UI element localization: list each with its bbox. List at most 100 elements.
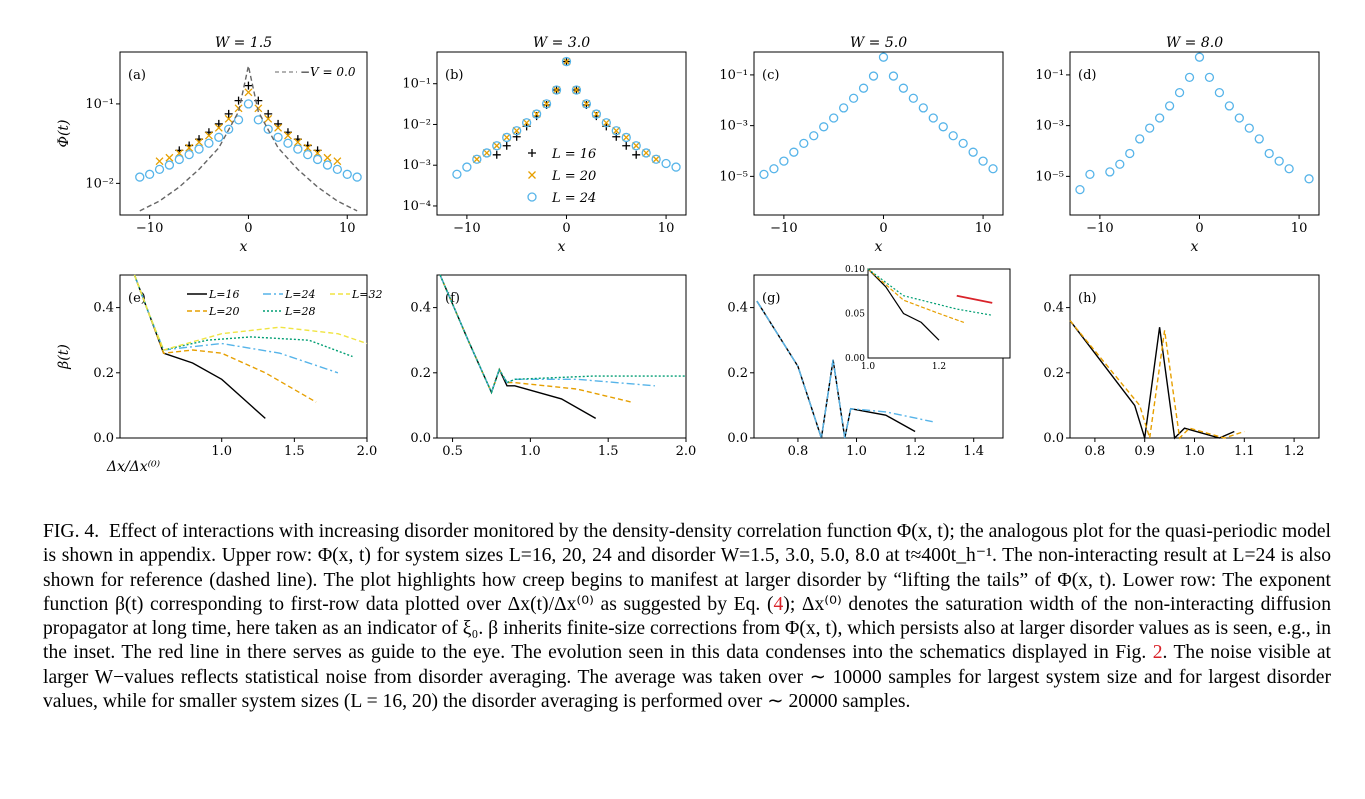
- data-point-L=20: [542, 99, 551, 108]
- data-point-L=24: [312, 154, 323, 165]
- data-point-L=24: [898, 83, 909, 93]
- legend-bottom-label: L=16: [208, 288, 240, 301]
- data-point-L=24: [829, 113, 839, 123]
- data-point-L=24: [521, 118, 532, 128]
- data-point-L=20: [552, 86, 561, 94]
- axes-frame: [119, 51, 368, 216]
- data-point-L=16: [224, 109, 233, 118]
- data-point-L=24: [641, 148, 651, 158]
- series-line-L28: [439, 274, 686, 395]
- data-point-L=24: [561, 56, 572, 67]
- y-tick-label: 10⁻¹: [402, 77, 431, 92]
- data-point-L=24: [204, 138, 214, 148]
- y-tick-label: 0.0: [727, 431, 748, 446]
- data-point-L=24: [868, 71, 879, 81]
- data-point-L=24: [452, 169, 462, 179]
- data-point-L=24: [1184, 72, 1195, 83]
- data-point-L=20: [482, 148, 491, 157]
- data-point-L=24: [918, 103, 928, 113]
- legend-bottom-label: L=20: [208, 305, 240, 318]
- data-point-L=20: [323, 153, 332, 162]
- data-point-L=24: [928, 113, 938, 123]
- y-tick-label: 10⁻¹: [85, 97, 114, 112]
- y-tick-label: 0.4: [93, 301, 114, 316]
- data-point-L=24: [174, 154, 184, 165]
- legend-label: L = 16: [551, 147, 596, 162]
- data-point-L=24: [958, 138, 968, 149]
- legend-marker: [527, 192, 537, 202]
- figure-reference-link[interactable]: 2: [1152, 642, 1163, 664]
- panel-label: (c): [762, 68, 779, 83]
- y-tick-label: 10⁻²: [85, 176, 114, 191]
- data-point-L=24: [1075, 184, 1085, 195]
- y-tick-label: 0.0: [1043, 431, 1064, 446]
- x-tick-label: 1.4: [963, 444, 984, 459]
- data-point-L=24: [631, 141, 641, 151]
- data-point-L=24: [184, 149, 194, 160]
- series-line-L16: [1069, 320, 1235, 440]
- axes-frame: [1069, 274, 1320, 439]
- data-point-L=24: [601, 118, 611, 128]
- y-tick-label: 10⁻⁴: [402, 199, 431, 214]
- data-point-L=20: [234, 104, 243, 113]
- data-point-L=24: [293, 144, 303, 154]
- data-point-L=24: [144, 169, 155, 179]
- data-point-L=24: [332, 164, 343, 175]
- data-point-L=20: [612, 126, 621, 135]
- y-tick-label: 10⁻³: [719, 119, 748, 134]
- data-point-L=24: [908, 93, 919, 103]
- x-tick-label: 1.2: [905, 444, 926, 459]
- panel-label: (g): [762, 291, 780, 306]
- data-point-L=24: [819, 122, 829, 132]
- data-point-L=24: [1105, 167, 1115, 177]
- axes-frame: [436, 51, 687, 216]
- data-point-L=24: [472, 154, 482, 164]
- data-point-L=20: [632, 141, 641, 150]
- data-point-L=24: [342, 169, 352, 179]
- data-point-L=24: [1204, 72, 1215, 83]
- equation-reference-link[interactable]: 4: [773, 593, 784, 615]
- data-point-L=24: [303, 149, 313, 160]
- data-point-L=24: [591, 109, 602, 119]
- inset-y-tick-label: 0.10: [845, 265, 865, 275]
- x-tick-label: 0: [244, 221, 252, 236]
- data-point-L=24: [1274, 156, 1284, 166]
- data-point-L=24: [769, 164, 779, 174]
- data-point-L=16: [512, 132, 521, 141]
- data-point-L=24: [512, 126, 522, 136]
- data-point-L=24: [1254, 134, 1264, 144]
- data-point-L=24: [759, 169, 769, 180]
- data-point-L=16: [502, 141, 511, 150]
- axes-frame: [753, 51, 1004, 216]
- panel-g: 0.8 1.0 1.2 1.4 0.0 0.2 0.4 (g) 1.0 1.2 0.00 0.05 0.…: [727, 265, 1011, 459]
- figure-caption: FIG. 4. Effect of interactions with incr…: [43, 520, 1331, 714]
- data-point-L=20: [185, 143, 194, 152]
- data-point-L=16: [492, 150, 501, 159]
- data-point-L=24: [888, 71, 899, 81]
- panel-h: 0.8 0.9 1.0 1.1 1.2 0.0 0.2 0.4 (h): [1043, 274, 1320, 459]
- legend-marker: [528, 149, 536, 157]
- data-point-L=24: [194, 144, 204, 154]
- data-point-L=24: [273, 132, 283, 142]
- series-line-L16: [756, 300, 916, 439]
- y-tick-label: 10⁻¹: [719, 68, 748, 83]
- panel-f: 0.5 1.0 1.5 2.00.00.20.4(f): [410, 274, 696, 459]
- panel-d: −10 0 10 10⁻⁵ 10⁻³ 10⁻¹ (d) W = 8.0 x: [1035, 35, 1320, 255]
- data-point-L=24: [779, 156, 789, 166]
- data-point-L=20: [165, 153, 174, 162]
- data-point-L=24: [938, 122, 948, 132]
- legend-label: L = 24: [551, 191, 596, 206]
- data-point-L=24: [224, 124, 234, 134]
- y-tick-label: 10⁻²: [402, 117, 431, 132]
- data-point-L=24: [233, 115, 244, 125]
- data-point-L=24: [541, 99, 552, 109]
- series-line-L32: [133, 274, 368, 351]
- data-point-L=24: [263, 124, 273, 134]
- series-line-L24: [439, 274, 655, 395]
- data-point-L=24: [1194, 52, 1205, 62]
- data-point-L=20: [284, 131, 292, 140]
- x-axis-label: x: [875, 239, 883, 255]
- data-point-L=24: [214, 132, 224, 142]
- x-tick-label: 2.0: [357, 444, 378, 459]
- x-tick-label: 0: [879, 221, 887, 236]
